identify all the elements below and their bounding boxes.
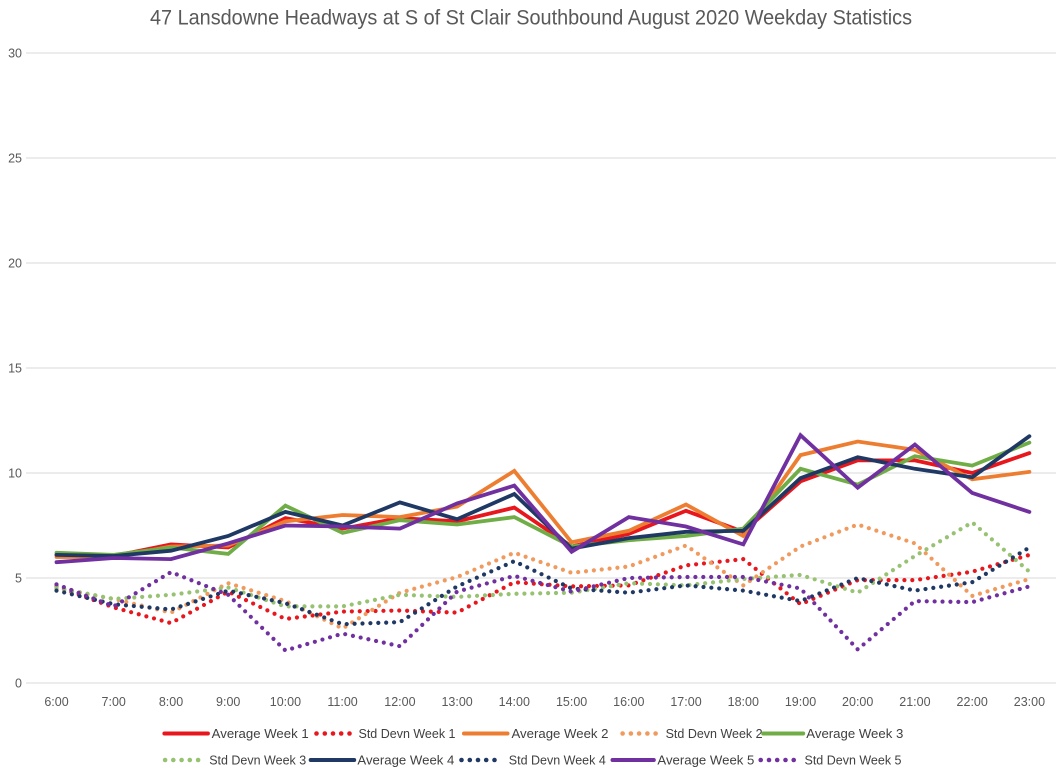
svg-text:8:00: 8:00 [159,695,183,709]
svg-text:18:00: 18:00 [728,695,759,709]
svg-text:Average Week 5: Average Week 5 [657,754,754,768]
svg-text:Std Devn Week 4: Std Devn Week 4 [509,754,606,768]
svg-text:10:00: 10:00 [270,695,301,709]
svg-text:30: 30 [8,47,22,61]
svg-text:Average Week 4: Average Week 4 [357,754,454,768]
svg-text:Average Week 2: Average Week 2 [512,727,609,741]
svg-text:Std Devn Week 5: Std Devn Week 5 [805,754,902,768]
svg-text:20:00: 20:00 [842,695,873,709]
svg-text:17:00: 17:00 [670,695,701,709]
svg-text:7:00: 7:00 [102,695,126,709]
svg-text:11:00: 11:00 [327,695,357,709]
svg-text:47 Lansdowne Headways at S of: 47 Lansdowne Headways at S of St Clair S… [150,7,912,30]
svg-text:23:00: 23:00 [1014,695,1045,709]
svg-text:15: 15 [8,362,22,376]
svg-text:12:00: 12:00 [384,695,415,709]
svg-text:Std Devn Week 1: Std Devn Week 1 [359,727,456,741]
svg-text:Average Week 3: Average Week 3 [806,727,903,741]
svg-text:6:00: 6:00 [44,695,68,709]
svg-text:22:00: 22:00 [957,695,988,709]
svg-text:15:00: 15:00 [556,695,587,709]
svg-text:13:00: 13:00 [441,695,472,709]
svg-text:0: 0 [15,677,22,691]
svg-text:Std Devn Week 2: Std Devn Week 2 [666,727,763,741]
svg-text:25: 25 [8,152,22,166]
svg-text:Average Week 1: Average Week 1 [212,727,309,741]
svg-text:20: 20 [8,257,22,271]
svg-text:16:00: 16:00 [613,695,644,709]
svg-text:9:00: 9:00 [216,695,240,709]
svg-text:10: 10 [8,467,22,481]
svg-text:5: 5 [15,572,22,586]
svg-text:Std Devn Week 3: Std Devn Week 3 [209,754,306,768]
svg-text:14:00: 14:00 [499,695,530,709]
svg-text:21:00: 21:00 [899,695,930,709]
svg-text:19:00: 19:00 [785,695,816,709]
